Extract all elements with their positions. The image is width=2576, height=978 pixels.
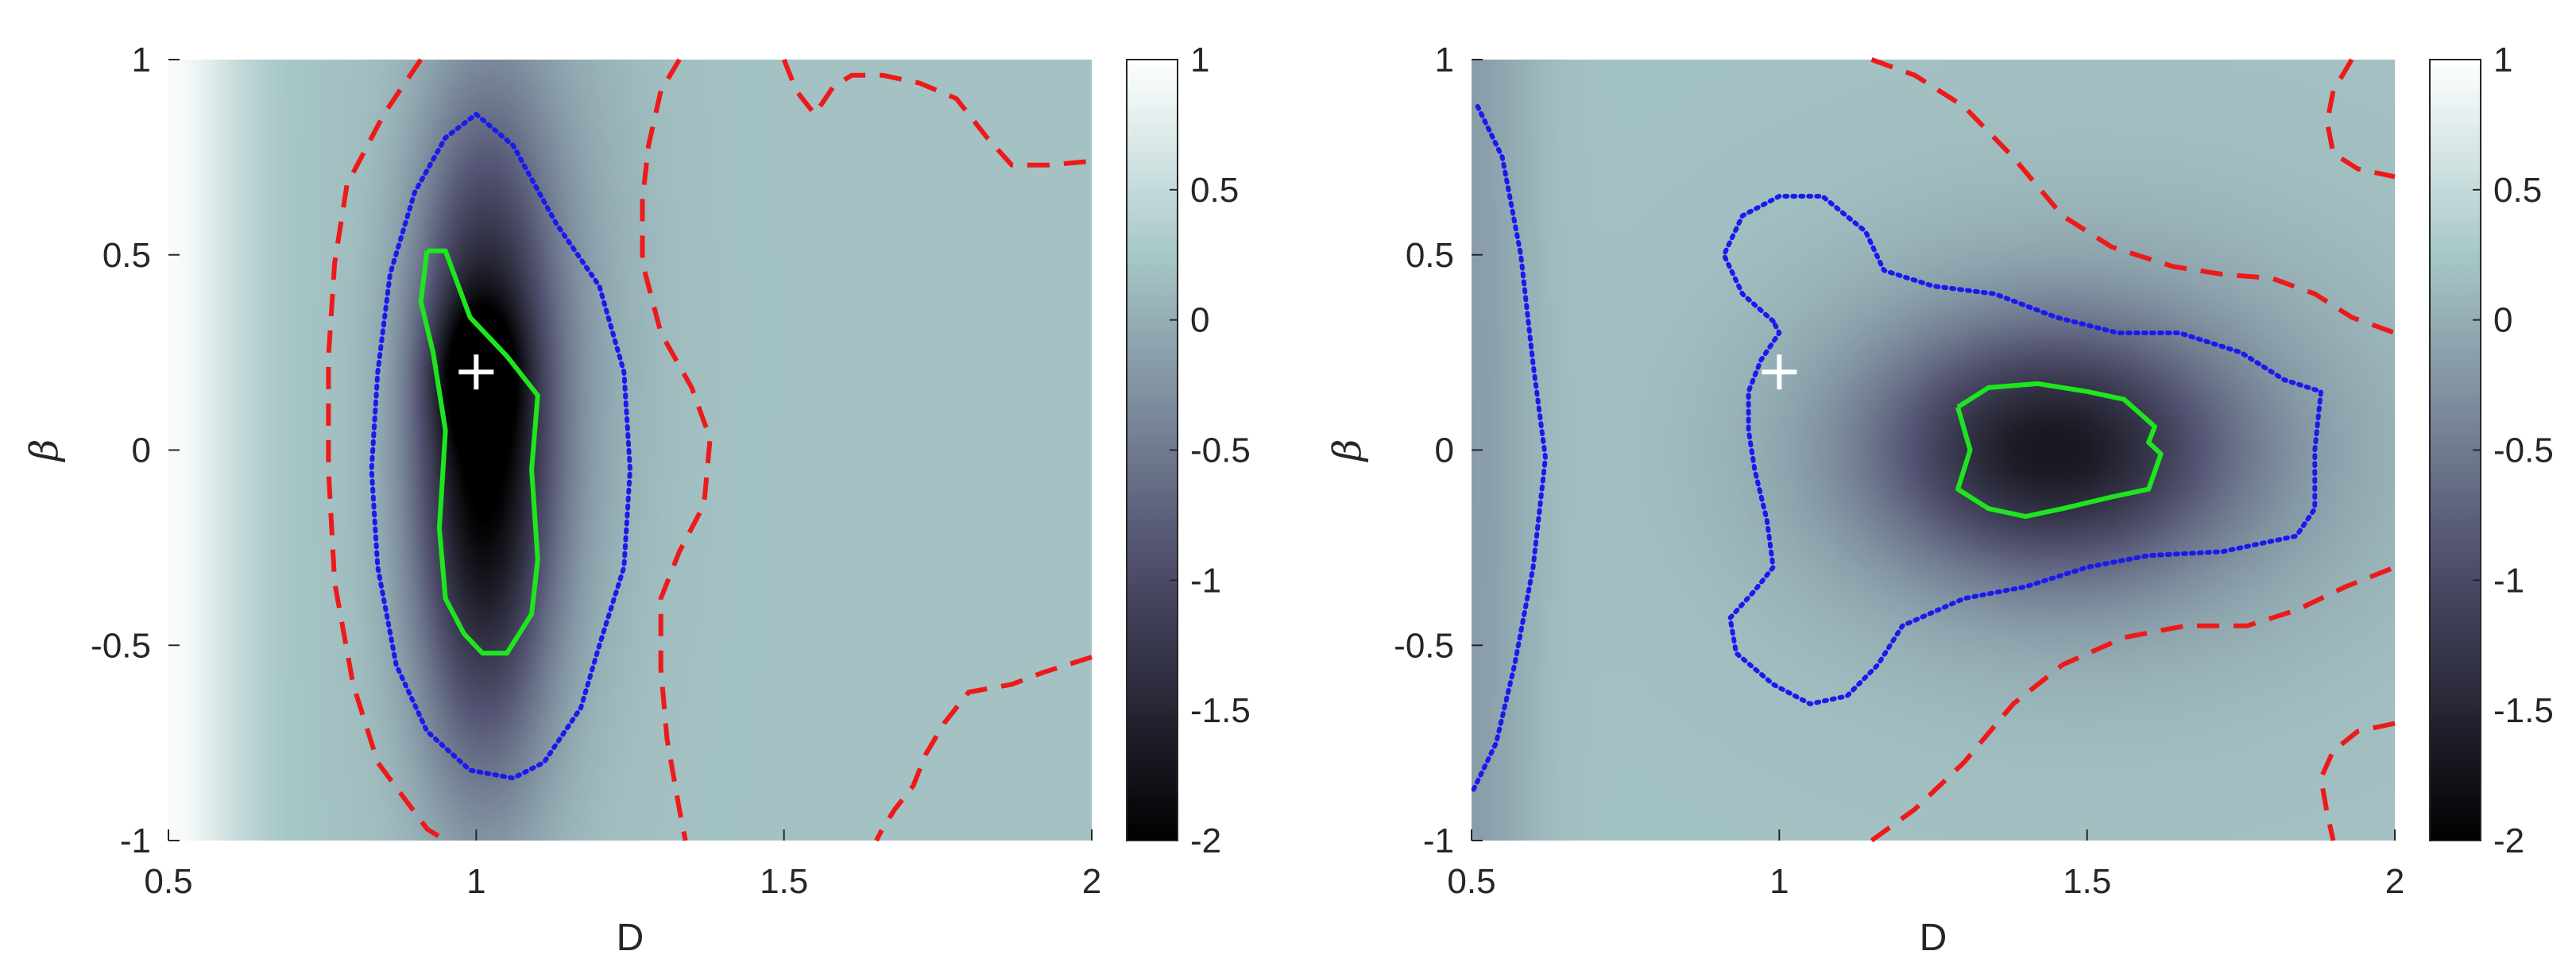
heatmap-image (1472, 60, 2395, 841)
right-heatmap-panel: 0.5 1 1.5 2 -1 -0.5 0 0.5 1 Dβ -2 -1.5 -1 -0.5 0 0.5 1 (1325, 41, 2554, 959)
colorbar-tick-label: -1 (1190, 561, 1221, 600)
x-tick-label: 1 (1770, 862, 1789, 901)
y-tick-label: 0.5 (1406, 236, 1454, 275)
dotted-contour-line (1469, 104, 1548, 796)
dashed-contour-line (781, 58, 1093, 168)
colorbar-tick-label: 1 (1190, 41, 1209, 79)
y-tick-label: 1 (132, 41, 151, 79)
dashed-contour-line (326, 58, 447, 843)
y-tick-label: -0.5 (1394, 626, 1454, 665)
x-tick-label: 2 (1082, 862, 1101, 901)
dotted-contour-line (369, 111, 632, 781)
x-tick-label: 1 (466, 862, 485, 901)
y-axis-label: β (1325, 439, 1370, 463)
colorbar-tick-label: -2 (2493, 821, 2524, 860)
y-tick-label: -0.5 (91, 626, 151, 665)
colorbar-tick-label: 0.5 (1190, 171, 1239, 210)
colorbar-tick-label: -0.5 (1190, 431, 1251, 470)
plus-marker (1762, 354, 1797, 390)
y-tick-label: 1 (1435, 41, 1454, 79)
y-tick-label: -1 (1423, 821, 1454, 860)
colorbar (2429, 59, 2481, 841)
dotted-contour-line (1721, 194, 2323, 706)
dashed-contour-line (640, 58, 713, 841)
x-tick-label: 1.5 (760, 862, 808, 901)
dashed-contour-line (1870, 57, 2396, 335)
y-tick-label: 0 (1435, 431, 1454, 470)
colorbar-tick-label: -0.5 (2493, 431, 2554, 470)
x-tick-label: 0.5 (144, 862, 192, 901)
colorbar-tick-label: 0 (2493, 301, 2512, 340)
colorbar-tick-label: 0 (1190, 301, 1209, 340)
colorbar-tick-label: -2 (1190, 821, 1221, 860)
dashed-contour-line (874, 655, 1093, 842)
x-tick-label: 1.5 (2063, 862, 2111, 901)
dashed-contour-line (1870, 565, 2396, 843)
x-axis-label: D (617, 917, 644, 959)
x-axis-label: D (1920, 917, 1947, 959)
x-tick-label: 2 (2385, 862, 2404, 901)
solid-contour-line (1955, 381, 2164, 520)
colorbar-tick-label: -1.5 (1190, 691, 1251, 730)
dashed-contour-line (2324, 58, 2396, 180)
left-heatmap-panel: 0.5 1 1.5 2 -1 -0.5 0 0.5 1 Dβ -2 -1.5 -1 -0.5 0 0.5 1 (22, 41, 1251, 959)
colorbar-tick-label: -1 (2493, 561, 2524, 600)
y-tick-label: 0.5 (102, 236, 151, 275)
plus-marker (458, 354, 494, 390)
dashed-contour-line (2319, 721, 2396, 841)
y-tick-label: 0 (132, 431, 151, 470)
x-tick-label: 0.5 (1447, 862, 1495, 901)
solid-contour-line (418, 248, 540, 656)
y-axis-label: β (22, 439, 67, 463)
colorbar (1126, 59, 1178, 841)
y-tick-label: -1 (120, 821, 151, 860)
colorbar-tick-label: -1.5 (2493, 691, 2554, 730)
colorbar-tick-label: 1 (2493, 41, 2512, 79)
colorbar-tick-label: 0.5 (2493, 171, 2542, 210)
